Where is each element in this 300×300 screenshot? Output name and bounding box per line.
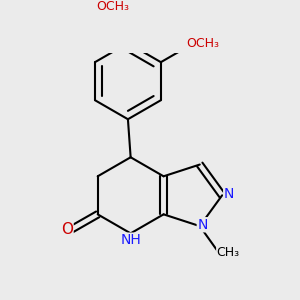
Text: OCH₃: OCH₃ <box>97 0 130 13</box>
Text: NH: NH <box>120 233 141 247</box>
Text: N: N <box>224 187 234 201</box>
Text: OCH₃: OCH₃ <box>186 37 219 50</box>
Text: N: N <box>197 218 208 232</box>
Text: O: O <box>61 222 73 237</box>
Text: CH₃: CH₃ <box>217 246 240 259</box>
